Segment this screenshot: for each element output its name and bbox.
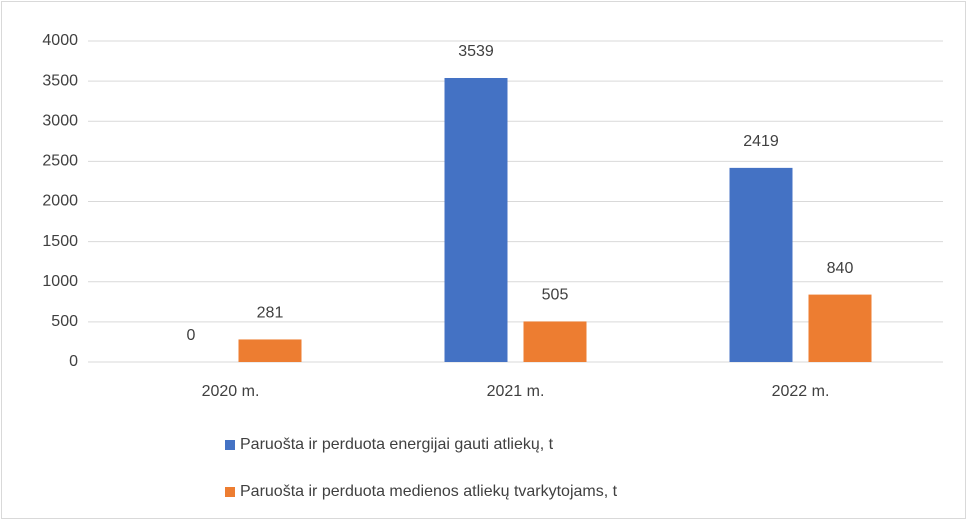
y-tick-label: 500 bbox=[51, 313, 78, 330]
bar bbox=[729, 167, 793, 362]
y-tick-label: 1500 bbox=[42, 233, 78, 250]
x-tick-label: 2021 m. bbox=[487, 383, 545, 400]
bar bbox=[238, 339, 302, 362]
data-label: 281 bbox=[257, 305, 284, 322]
y-tick-label: 0 bbox=[69, 353, 78, 370]
bar bbox=[444, 77, 508, 363]
data-label: 840 bbox=[827, 260, 854, 277]
bar bbox=[523, 321, 587, 362]
x-tick-label: 2020 m. bbox=[202, 383, 260, 400]
bar bbox=[808, 294, 872, 362]
y-tick-label: 2500 bbox=[42, 153, 78, 170]
y-tick-label: 3500 bbox=[42, 72, 78, 89]
data-label: 2419 bbox=[743, 133, 779, 150]
legend-label: Paruošta ir perduota energijai gauti atl… bbox=[240, 436, 554, 453]
data-label: 3539 bbox=[458, 43, 494, 60]
y-tick-label: 1000 bbox=[42, 273, 78, 290]
y-tick-label: 3000 bbox=[42, 112, 78, 129]
x-tick-label: 2022 m. bbox=[772, 383, 830, 400]
legend-label: Paruošta ir perduota medienos atliekų tv… bbox=[240, 483, 618, 500]
legend-swatch bbox=[225, 487, 235, 497]
data-label: 0 bbox=[187, 327, 196, 344]
y-tick-label: 2000 bbox=[42, 193, 78, 210]
y-tick-label: 4000 bbox=[42, 32, 78, 49]
legend-swatch bbox=[225, 440, 235, 450]
data-label: 505 bbox=[542, 287, 569, 304]
